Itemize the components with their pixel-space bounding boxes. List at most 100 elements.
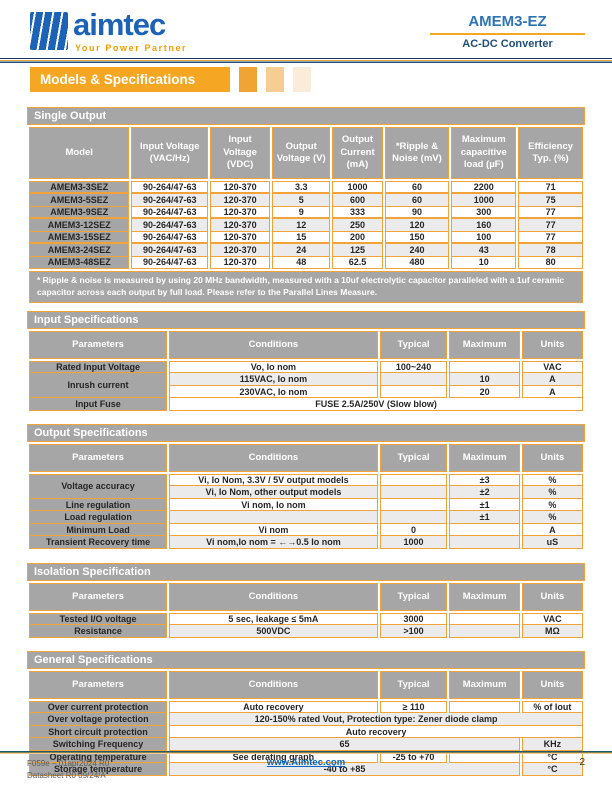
table-row: Short circuit protection Auto recovery <box>29 725 583 739</box>
data-cell: 78 <box>518 244 583 257</box>
model-cell: AMEM3-9SEZ <box>29 206 130 219</box>
data-cell <box>379 498 448 512</box>
column-header-cell: Input Voltage (VAC/Hz) <box>131 127 209 179</box>
table-row: Line regulation Vi nom, Io nom ±1 % <box>29 498 583 512</box>
data-cell: 240 <box>384 244 450 257</box>
data-cell: 100 <box>451 231 517 244</box>
data-cell: % <box>521 511 583 524</box>
data-cell: 90-264/47-63 <box>131 231 209 244</box>
data-cell: 24 <box>272 244 331 257</box>
data-cell: Auto recovery <box>169 700 378 714</box>
table-row: Tested I/O voltage 5 sec, leakage ≤ 5mA … <box>29 612 583 626</box>
table-row: AMEM3-12SEZ 90-264/47-63 120-370 12 250 12… <box>29 219 583 232</box>
table-row: Inrush current 115VAC, Io nom 10 A <box>29 373 583 399</box>
param-cell: Line regulation <box>29 498 168 512</box>
data-cell: 160 <box>451 219 517 232</box>
data-cell: 600 <box>332 194 383 207</box>
output-specifications-section: Output Specifications Parameters Conditio… <box>27 423 585 549</box>
column-header-cell: Maximum <box>449 582 520 611</box>
table-row: Rated Input Voltage Vo, Io nom 100~240 V… <box>29 360 583 374</box>
model-cell: AMEM3-24SEZ <box>29 244 130 257</box>
footer-page-number: 2 <box>579 757 585 768</box>
table-row: Minimum Load Vi nom 0 A <box>29 523 583 537</box>
table-row: AMEM3-48SEZ 90-264/47-63 120-370 48 62.5 4… <box>29 256 583 269</box>
data-cell <box>449 625 520 638</box>
column-header-cell: Conditions <box>169 443 378 472</box>
data-cell: 71 <box>518 181 583 194</box>
section-title-general-specifications: General Specifications <box>27 650 585 669</box>
data-cell: 3000 <box>379 612 448 626</box>
table-row: 230VAC, Io nom 20 A <box>29 385 583 399</box>
data-cell <box>169 511 378 524</box>
data-cell: A <box>521 385 583 399</box>
column-header-cell: *Ripple & Noise (mV) <box>384 127 450 179</box>
data-cell: 200 <box>332 231 383 244</box>
data-cell: uS <box>521 536 583 549</box>
data-cell: 3.3 <box>272 181 331 194</box>
data-cell: Auto recovery <box>169 725 583 739</box>
spec-header-row: Parameters Conditions Typical Maximum Unit… <box>29 330 583 359</box>
column-header-cell: Parameters <box>29 582 168 611</box>
logo-mark-icon <box>30 12 68 50</box>
section-title-single-output: Single Output <box>27 107 585 125</box>
data-cell: 480 <box>384 256 450 269</box>
data-cell: 5 <box>272 194 331 207</box>
data-cell: 77 <box>518 219 583 232</box>
footer-rule <box>0 751 612 754</box>
table-row: Transient Recovery time Vi nom,Io nom = … <box>29 536 583 549</box>
logo-tagline: Your Power Partner <box>75 43 188 53</box>
data-cell: 43 <box>451 244 517 257</box>
data-cell: VAC <box>521 360 583 374</box>
data-cell: Vi nom <box>169 523 378 537</box>
single-output-header-row: Model Input Voltage (VAC/Hz) Input Volta… <box>29 127 583 179</box>
data-cell: MΩ <box>521 625 583 638</box>
column-header-cell: Conditions <box>169 330 378 359</box>
data-cell <box>379 486 448 499</box>
data-cell: 5 sec, leakage ≤ 5mA <box>169 612 378 626</box>
param-cell: Input Fuse <box>29 398 168 411</box>
data-cell: ±3 <box>449 473 520 487</box>
data-cell: 12 <box>272 219 331 232</box>
data-cell: 150 <box>384 231 450 244</box>
spec-header-row: Parameters Conditions Typical Maximum Unit… <box>29 582 583 611</box>
general-specifications-section: General Specifications Parameters Conditi… <box>27 650 585 776</box>
logo-wordmark: aimtec <box>73 7 166 42</box>
footer-doc-info: F059e – 01apr2024 R0 Datasheet R0 09/24/… <box>27 758 109 782</box>
column-header-cell: Units <box>521 330 583 359</box>
model-cell: AMEM3-3SEZ <box>29 181 130 194</box>
param-cell: Transient Recovery time <box>29 536 168 549</box>
logo-text: aimtec Your Power Partner <box>73 7 188 53</box>
footer-website-link[interactable]: www.Aimtec.com <box>266 757 346 768</box>
footer-doc-code: F059e – 01apr2024 R0 <box>27 759 110 768</box>
header-rule <box>0 58 612 63</box>
input-specifications-table: Parameters Conditions Typical Maximum Unit… <box>27 330 585 411</box>
data-cell: Vi nom,Io nom = ←→0.5 Io nom <box>169 536 378 549</box>
product-name: AMEM3-EZ <box>430 13 585 35</box>
table-row: Load regulation ±1 % <box>29 511 583 524</box>
column-header-cell: Units <box>521 443 583 472</box>
table-row: AMEM3-24SEZ 90-264/47-63 120-370 24 125 24… <box>29 244 583 257</box>
table-row: AMEM3-9SEZ 90-264/47-63 120-370 9 333 90 30… <box>29 206 583 219</box>
table-row: Over voltage protection 120-150% rated V… <box>29 713 583 726</box>
data-cell: 90-264/47-63 <box>131 194 209 207</box>
model-cell: AMEM3-5SEZ <box>29 194 130 207</box>
data-cell: 0 <box>379 523 448 537</box>
column-header-cell: Efficiency Typ. (%) <box>518 127 583 179</box>
data-cell: Vi, Io Nom, other output models <box>169 486 378 499</box>
product-type: AC-DC Converter <box>462 38 553 50</box>
data-cell: 90-264/47-63 <box>131 219 209 232</box>
banner-accent-square-1 <box>239 67 257 92</box>
column-header-cell: Maximum capacitive load (µF) <box>451 127 517 179</box>
data-cell: 120-370 <box>210 181 271 194</box>
data-cell <box>379 385 448 399</box>
column-header-cell: Parameters <box>29 670 168 699</box>
column-header-cell: Parameters <box>29 330 168 359</box>
data-cell: 333 <box>332 206 383 219</box>
column-header-cell: Units <box>521 582 583 611</box>
data-cell: VAC <box>521 612 583 626</box>
data-cell: % <box>521 473 583 487</box>
param-cell: Resistance <box>29 625 168 638</box>
column-header-cell: Conditions <box>169 582 378 611</box>
data-cell <box>449 700 520 714</box>
data-cell: 120-370 <box>210 219 271 232</box>
